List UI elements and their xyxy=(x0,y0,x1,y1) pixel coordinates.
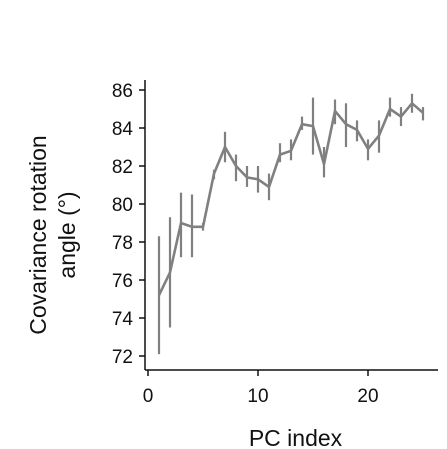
x-tick-label: 20 xyxy=(357,386,378,407)
y-tick-label: 80 xyxy=(112,195,133,216)
y-axis-title: Covariance rotation angle (°) xyxy=(25,135,80,334)
error-bars xyxy=(157,93,425,355)
y-tick-label: 78 xyxy=(112,233,133,254)
series xyxy=(157,102,424,296)
x-tick-label: 10 xyxy=(247,386,268,407)
y-tick-label: 72 xyxy=(112,347,133,368)
y-tick-label: 74 xyxy=(112,309,134,330)
y-tick-label: 84 xyxy=(112,119,134,140)
x-axis-title: PC index xyxy=(249,425,343,449)
y-tick-label: 82 xyxy=(112,157,133,178)
y-axis-title-line-2: angle (°) xyxy=(54,191,80,278)
x-tick-label: 0 xyxy=(143,386,154,407)
y-axis-title-line-1: Covariance rotation xyxy=(25,135,51,334)
series-line xyxy=(157,102,424,296)
y-tick-label: 86 xyxy=(112,81,133,102)
ticks: 72 74 76 78 80 82 84 86 0 10 20 xyxy=(112,81,379,407)
y-tick-label: 76 xyxy=(112,271,133,292)
